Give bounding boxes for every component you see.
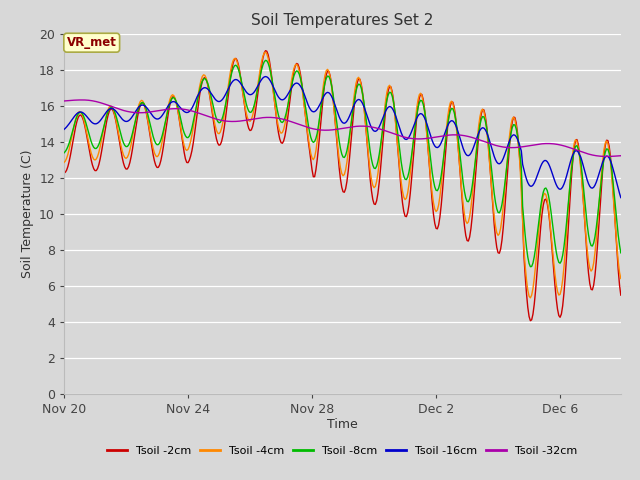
Title: Soil Temperatures Set 2: Soil Temperatures Set 2 (252, 13, 433, 28)
X-axis label: Time: Time (327, 419, 358, 432)
Text: VR_met: VR_met (67, 36, 116, 49)
Y-axis label: Soil Temperature (C): Soil Temperature (C) (20, 149, 33, 278)
Legend: Tsoil -2cm, Tsoil -4cm, Tsoil -8cm, Tsoil -16cm, Tsoil -32cm: Tsoil -2cm, Tsoil -4cm, Tsoil -8cm, Tsoi… (103, 441, 582, 460)
